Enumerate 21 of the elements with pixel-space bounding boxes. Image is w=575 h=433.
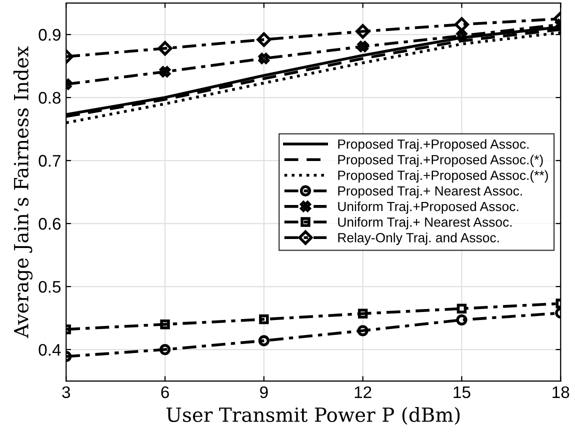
legend-label: Proposed Traj.+Proposed Assoc.(**) xyxy=(338,170,548,183)
y-tick-label: 0.8 xyxy=(38,92,61,104)
y-tick-label: 0.5 xyxy=(38,280,61,293)
y-tick-label: 0.7 xyxy=(38,154,60,167)
x-tick-label: 18 xyxy=(552,386,570,398)
x-tick-label: 12 xyxy=(354,386,372,398)
y-tick-label: 0.4 xyxy=(38,344,61,356)
x-tick-label: 9 xyxy=(260,386,268,398)
y-axis-title: Average Jain’s Fairness Index xyxy=(13,46,33,338)
y-tick-label: 0.6 xyxy=(38,218,61,230)
legend-label: Proposed Traj.+ Nearest Assoc. xyxy=(338,186,522,198)
x-axis-title: User Transmit Power P (dBm) xyxy=(166,406,460,425)
y-tick-label: 0.9 xyxy=(38,28,60,41)
legend-label: Relay-Only Traj. and Assoc. xyxy=(338,232,499,245)
legend-label: Uniform Traj.+ Nearest Assoc. xyxy=(338,217,512,230)
x-tick-label: 3 xyxy=(62,386,70,398)
legend-label: Proposed Traj.+Proposed Assoc.(*) xyxy=(338,154,543,167)
legend-label: Uniform Traj.+Proposed Assoc. xyxy=(338,201,518,214)
x-tick-label: 6 xyxy=(161,386,169,398)
legend-label: Proposed Traj.+Proposed Assoc. xyxy=(338,139,528,152)
x-tick-label: 15 xyxy=(454,386,470,398)
